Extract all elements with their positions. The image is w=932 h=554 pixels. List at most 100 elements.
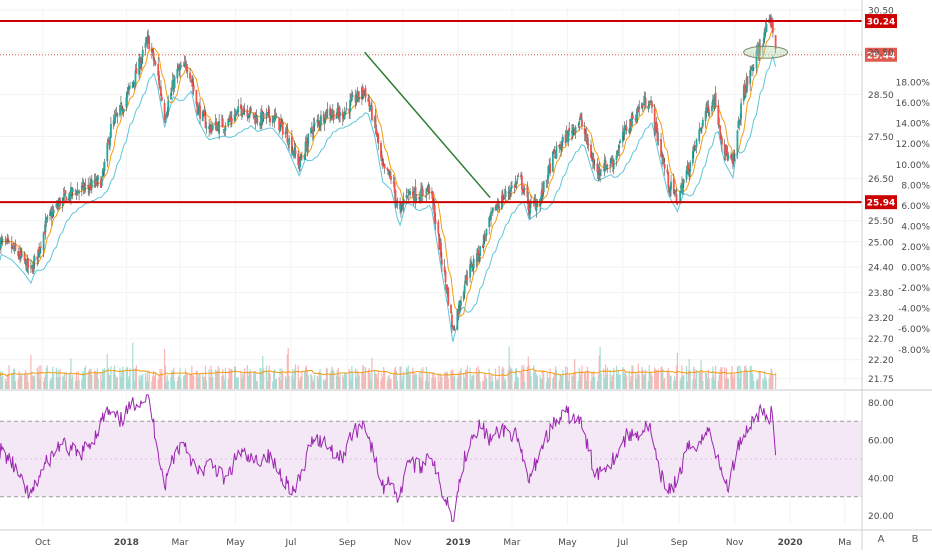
volume-bar — [470, 379, 472, 389]
candle-body — [490, 212, 492, 220]
candle-body — [558, 144, 561, 148]
candle-body — [324, 112, 327, 121]
candle-body — [757, 48, 760, 57]
volume-bar — [361, 372, 363, 389]
volume-bar — [180, 378, 182, 389]
volume-bar — [383, 366, 385, 389]
candle-body — [401, 204, 403, 207]
candle-body — [228, 119, 231, 121]
volume-bar — [389, 379, 391, 389]
volume-bar — [294, 364, 297, 389]
volume-bar — [223, 375, 225, 389]
volume-bar — [377, 369, 379, 389]
volume-bar — [514, 369, 517, 389]
candle-body — [160, 86, 162, 96]
volume-bar — [617, 370, 619, 389]
volume-bar — [159, 368, 161, 389]
candle-body — [476, 248, 479, 262]
annotation-ellipse — [743, 45, 789, 59]
volume-bar — [8, 365, 10, 389]
auto-scale-button[interactable]: A — [877, 534, 885, 545]
volume-bar — [234, 366, 237, 389]
candle-body — [693, 145, 696, 147]
candle-body — [127, 88, 130, 90]
volume-bar — [759, 371, 761, 389]
candle-body — [110, 123, 112, 138]
candle-body — [71, 188, 74, 193]
candle-body — [514, 181, 517, 187]
candle-body — [647, 105, 650, 110]
candle-body — [186, 69, 189, 72]
candle-body — [383, 163, 386, 169]
volume-bar — [524, 381, 526, 389]
candle-body — [7, 237, 10, 241]
candle-body — [619, 140, 622, 143]
candle-body — [708, 111, 711, 116]
candle-body — [313, 122, 316, 126]
volume-bar — [173, 380, 176, 389]
candle-body — [125, 96, 128, 108]
percent-tick-label: 14.00% — [896, 120, 931, 130]
candle-body — [248, 115, 251, 116]
candle-body — [676, 203, 679, 204]
drawings — [364, 45, 789, 199]
volume-bar — [479, 381, 481, 389]
volume-bar — [129, 368, 131, 389]
volume-bar — [715, 365, 717, 389]
volume-bar — [599, 346, 601, 389]
candle-body — [43, 231, 46, 235]
volume-bar — [141, 376, 143, 389]
candle-body — [545, 179, 548, 182]
volume-bar — [554, 372, 556, 389]
volume-bar — [317, 378, 319, 389]
volume-bar — [687, 370, 689, 389]
volume-bar — [580, 370, 582, 389]
volume-bar — [765, 380, 768, 389]
candle-body — [83, 187, 86, 190]
candle-body — [653, 108, 656, 131]
volume-bar — [126, 366, 128, 389]
volume-bar — [45, 367, 47, 389]
volume-bar — [65, 371, 67, 389]
candle-body — [107, 141, 110, 142]
candle-body — [774, 35, 777, 49]
candle-body — [504, 190, 507, 198]
candle-body — [375, 128, 378, 136]
candle-body — [382, 165, 385, 167]
candle-body — [38, 247, 40, 253]
candle-body — [165, 114, 168, 116]
volume-bar — [660, 367, 662, 389]
volume-bar — [756, 378, 759, 389]
volume-bar — [40, 365, 42, 389]
volume-bar — [350, 379, 352, 389]
volume-bar — [93, 370, 96, 389]
candle-body — [145, 42, 148, 44]
volume-bar — [574, 359, 576, 389]
volume-bar — [526, 366, 528, 389]
candle-body — [554, 153, 557, 158]
volume-bar — [97, 378, 99, 389]
candle-body — [157, 64, 160, 76]
volume-bar — [578, 367, 580, 389]
candle-body — [459, 302, 461, 306]
candle-body — [119, 105, 121, 116]
price-tick-label: 25.50 — [868, 217, 894, 227]
volume-bar — [266, 380, 268, 389]
volume-bar — [337, 367, 339, 389]
volume-bar — [153, 376, 156, 389]
volume-bar — [102, 368, 104, 389]
candle-body — [50, 213, 53, 219]
scale-mode-button[interactable]: B — [911, 534, 919, 545]
volume-bar — [440, 375, 442, 389]
candle-body — [167, 101, 170, 111]
volume-bar — [183, 375, 186, 389]
candle-body — [625, 126, 628, 131]
volume-bar — [145, 381, 147, 389]
candle-body — [320, 115, 322, 126]
candle-body — [660, 139, 662, 157]
candle-body — [585, 134, 588, 138]
time-tick-label: Jul — [616, 538, 628, 548]
candle-body — [220, 119, 223, 121]
volume-bar — [600, 373, 602, 389]
candle-body — [335, 115, 338, 119]
